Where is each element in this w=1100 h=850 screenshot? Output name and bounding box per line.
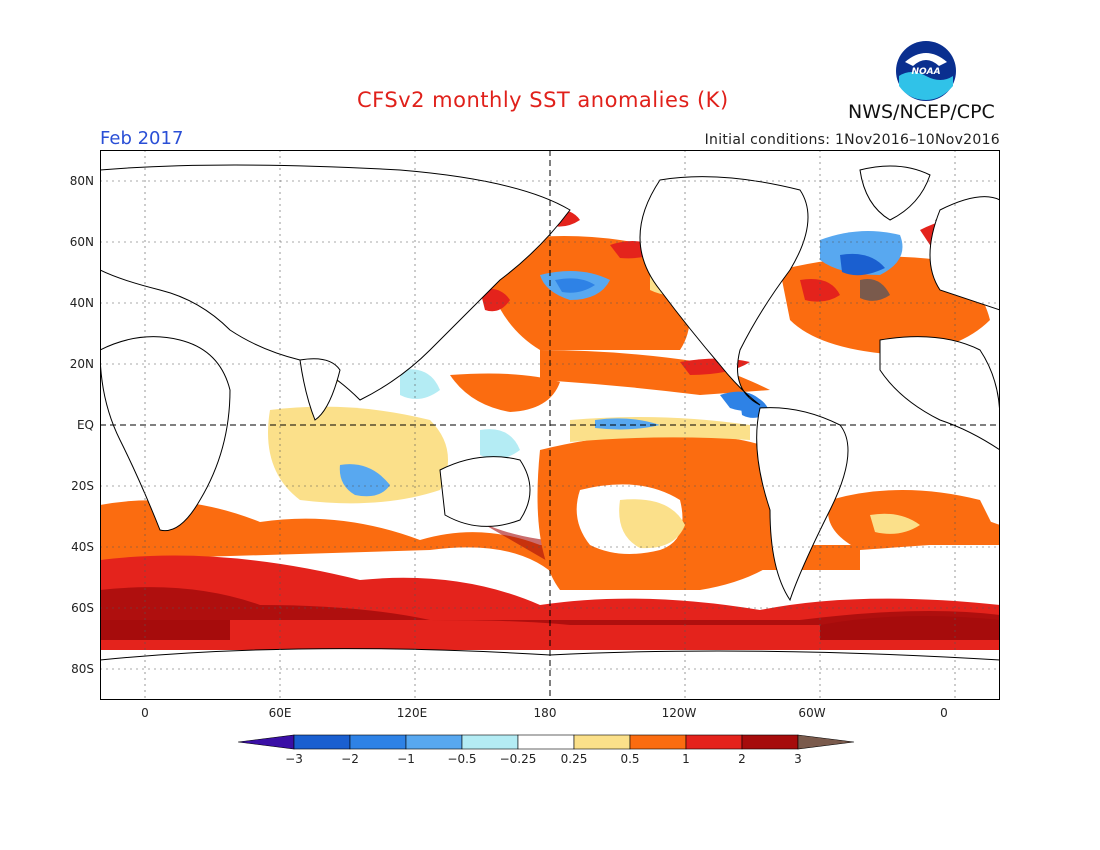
colorbar-label: −1 (397, 752, 415, 766)
lat-label: 80N (69, 174, 94, 188)
colorbar-swatch (573, 734, 631, 750)
sst-anomaly-map (100, 150, 1000, 700)
lon-label: 180 (533, 706, 557, 720)
colorbar-label: 2 (738, 752, 746, 766)
colorbar-swatch (293, 734, 351, 750)
colorbar-swatch (349, 734, 407, 750)
lat-label: 60S (71, 601, 94, 615)
colorbar-label: 0.5 (620, 752, 639, 766)
indian-ocean-anomalies (268, 349, 520, 504)
initial-conditions: Initial conditions: 1Nov2016–10Nov2016 (704, 132, 1000, 148)
forecast-month: Feb 2017 (100, 128, 184, 149)
logo-text: NOAA (911, 67, 940, 77)
lon-label: 60E (268, 706, 292, 720)
lat-label: 80S (71, 662, 94, 676)
colorbar-label: −0.5 (447, 752, 476, 766)
colorbar-low-arrow (238, 734, 295, 750)
colorbar-swatch (405, 734, 463, 750)
colorbar-swatch (461, 734, 519, 750)
chart-title: CFSv2 monthly SST anomalies (K) (357, 88, 729, 112)
colorbar-swatch (517, 734, 575, 750)
lon-label: 120E (396, 706, 428, 720)
colorbar-swatch (685, 734, 743, 750)
colorbar-swatch (629, 734, 687, 750)
lat-label: EQ (76, 418, 94, 432)
lon-label: 120W (661, 706, 697, 720)
lat-label: 20S (71, 479, 94, 493)
colorbar-label: −2 (341, 752, 359, 766)
colorbar-high-arrow (797, 734, 855, 750)
noaa-logo: NOAA (896, 41, 956, 101)
lat-label: 20N (69, 357, 94, 371)
lon-label: 0 (141, 706, 149, 720)
colorbar-label: 1 (682, 752, 690, 766)
lon-label: 0 (940, 706, 948, 720)
colorbar-label: 0.25 (561, 752, 588, 766)
colorbar-label: −0.25 (500, 752, 537, 766)
lat-label: 40N (69, 296, 94, 310)
colorbar-label: 3 (794, 752, 802, 766)
lon-label: 60W (798, 706, 826, 720)
colorbar-swatch (741, 734, 799, 750)
lat-label: 60N (69, 235, 94, 249)
colorbar: −3 −2 −1 −0.5 −0.25 0.25 0.5 1 2 3 (238, 734, 855, 766)
colorbar-label: −3 (285, 752, 303, 766)
pacific-anomalies (450, 350, 804, 590)
agency-label: NWS/NCEP/CPC (848, 101, 995, 123)
lat-label: 40S (71, 540, 94, 554)
